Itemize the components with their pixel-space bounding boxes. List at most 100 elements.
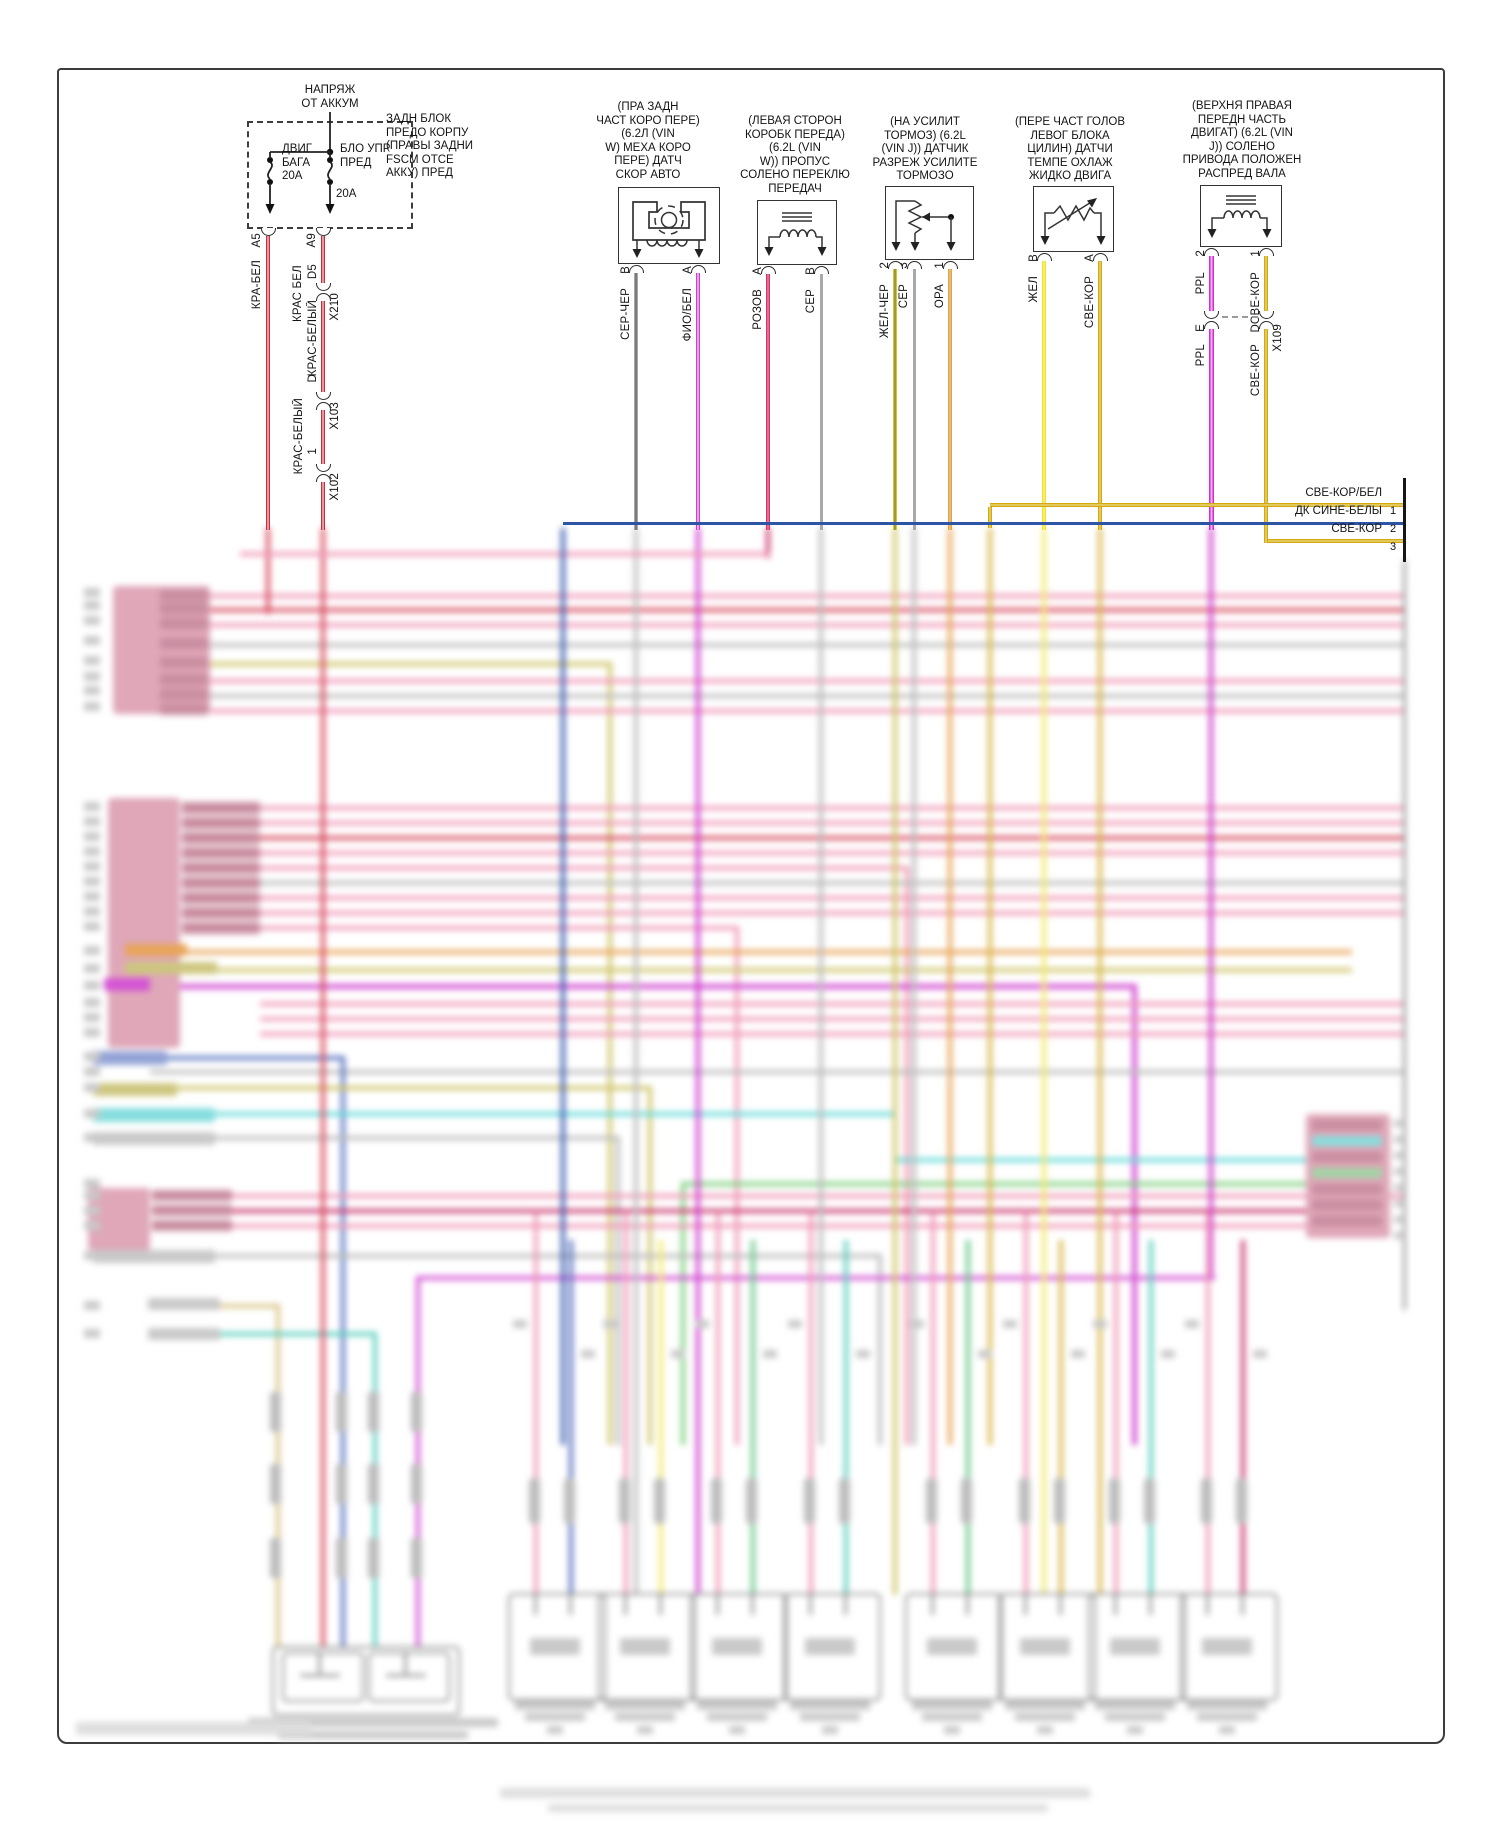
connector-arc	[1204, 321, 1219, 329]
pin-mark	[84, 877, 100, 886]
blur-wire	[165, 1056, 345, 1060]
blur-wire	[1059, 1240, 1063, 1593]
blur-label	[615, 1713, 675, 1721]
pin-mark	[84, 616, 100, 625]
blur-stub	[619, 1478, 630, 1524]
blur-box	[905, 1593, 1003, 1701]
pin-mark	[84, 588, 100, 597]
blur-wire	[751, 1240, 755, 1593]
blur-wire	[569, 1240, 573, 1593]
blur-block	[108, 798, 180, 1048]
blur-wire	[766, 528, 770, 558]
wire-ora	[948, 268, 952, 530]
component-label-cam-solenoid: (ВЕРХНЯ ПРАВАЯ ПЕРЕДН ЧАСТЬ ДВИГАТ) (6.2…	[1182, 100, 1302, 180]
blur-label	[1015, 1713, 1075, 1721]
blur-block	[104, 978, 150, 991]
blur-block	[125, 962, 217, 974]
blur-wire	[260, 851, 1406, 855]
connector-arc	[316, 392, 331, 400]
connector-arc	[316, 474, 331, 482]
blur-block	[1312, 1136, 1382, 1146]
wire-rozov	[766, 273, 770, 530]
blur-wire	[210, 608, 1406, 612]
pin-mark	[1394, 1168, 1404, 1175]
wire-svekor	[1264, 255, 1268, 311]
wire-svekor	[1098, 260, 1102, 530]
blur-block	[182, 817, 260, 829]
blur-wire	[1024, 1212, 1028, 1593]
blur-label	[1202, 1638, 1252, 1655]
blur-box	[783, 1593, 881, 1701]
blur-wire	[912, 528, 916, 1445]
fuse-engine-bay-label: ДВИГ БАГА 20А	[282, 143, 312, 182]
blur-label	[1095, 1701, 1175, 1710]
pin-mark	[84, 1301, 100, 1310]
pin-mark	[1394, 1232, 1404, 1239]
blur-label	[712, 1638, 762, 1655]
blur-stub	[711, 1478, 722, 1524]
blur-block	[160, 590, 208, 601]
blur-label	[547, 1726, 563, 1734]
blur-label	[1161, 1350, 1175, 1358]
blur-block	[182, 877, 260, 889]
blur-block	[1312, 1120, 1382, 1130]
blur-wire	[130, 968, 1352, 972]
blur-box	[508, 1593, 606, 1701]
pin-mark	[84, 1083, 100, 1092]
blur-wire	[1209, 528, 1213, 1280]
blur-wire	[230, 1209, 1310, 1213]
blur-wire	[893, 528, 897, 1595]
pin-mark	[84, 1329, 100, 1338]
blur-wire	[150, 1332, 377, 1336]
blur-box	[598, 1593, 696, 1701]
blur-box	[998, 1593, 1096, 1701]
blur-block	[248, 1718, 498, 1727]
blur-stub	[746, 1478, 757, 1524]
blur-wire	[681, 1182, 685, 1445]
connector-arc	[1204, 248, 1219, 256]
blur-wire	[215, 1136, 620, 1140]
connector-arc	[316, 228, 331, 236]
blur-block	[76, 1722, 311, 1735]
blur-label	[1110, 1638, 1160, 1655]
blur-block	[386, 1674, 426, 1677]
blur-stub	[1144, 1478, 1155, 1524]
wire-red	[266, 236, 270, 530]
connector-arc	[907, 261, 922, 269]
pin-mark	[84, 1251, 100, 1260]
blur-block	[125, 944, 187, 956]
blur-wire	[175, 1086, 652, 1090]
blur-wire	[210, 694, 1406, 698]
blur-wire	[240, 552, 770, 556]
pin-mark	[84, 672, 100, 681]
blur-wire	[608, 662, 612, 1445]
wire-blueH	[563, 521, 1406, 525]
blur-box	[1088, 1593, 1186, 1701]
blur-wire	[321, 528, 325, 1648]
blur-wire	[1114, 1212, 1118, 1593]
blur-block	[278, 1731, 468, 1739]
blur-box	[368, 1652, 450, 1702]
blur-wire	[210, 679, 1406, 683]
blur-label	[697, 1701, 777, 1710]
blur-wire	[819, 528, 823, 1445]
blur-label	[1020, 1638, 1070, 1655]
blur-hook	[569, 1595, 572, 1615]
blur-label	[763, 1350, 777, 1358]
blur-block	[318, 1652, 321, 1674]
wire-ppl	[1208, 255, 1214, 311]
connector-arc	[814, 266, 829, 274]
component-label-vacuum-sensor: (НА УСИЛИТ ТОРМОЗ) (6.2L (VIN J)) ДАТЧИК…	[872, 116, 978, 182]
pin-mark	[84, 1191, 100, 1200]
terminal-label-1: СВЕ-КОР/БЕЛ	[1305, 487, 1382, 499]
blur-wire	[260, 1017, 1406, 1021]
blur-block	[93, 1108, 215, 1122]
fuse-box-note: ЗАДН БЛОК ПРЕДО КОРПУ (ПРАВЫ ЗАДНИ FSCM …	[386, 113, 474, 179]
blur-block	[336, 1464, 347, 1504]
blur-wire	[416, 1276, 420, 1648]
blur-block	[160, 689, 208, 700]
blur-label	[581, 1350, 595, 1358]
blur-block	[148, 1328, 220, 1340]
blur-wire	[1206, 1212, 1210, 1593]
blur-wire	[1042, 528, 1046, 1595]
